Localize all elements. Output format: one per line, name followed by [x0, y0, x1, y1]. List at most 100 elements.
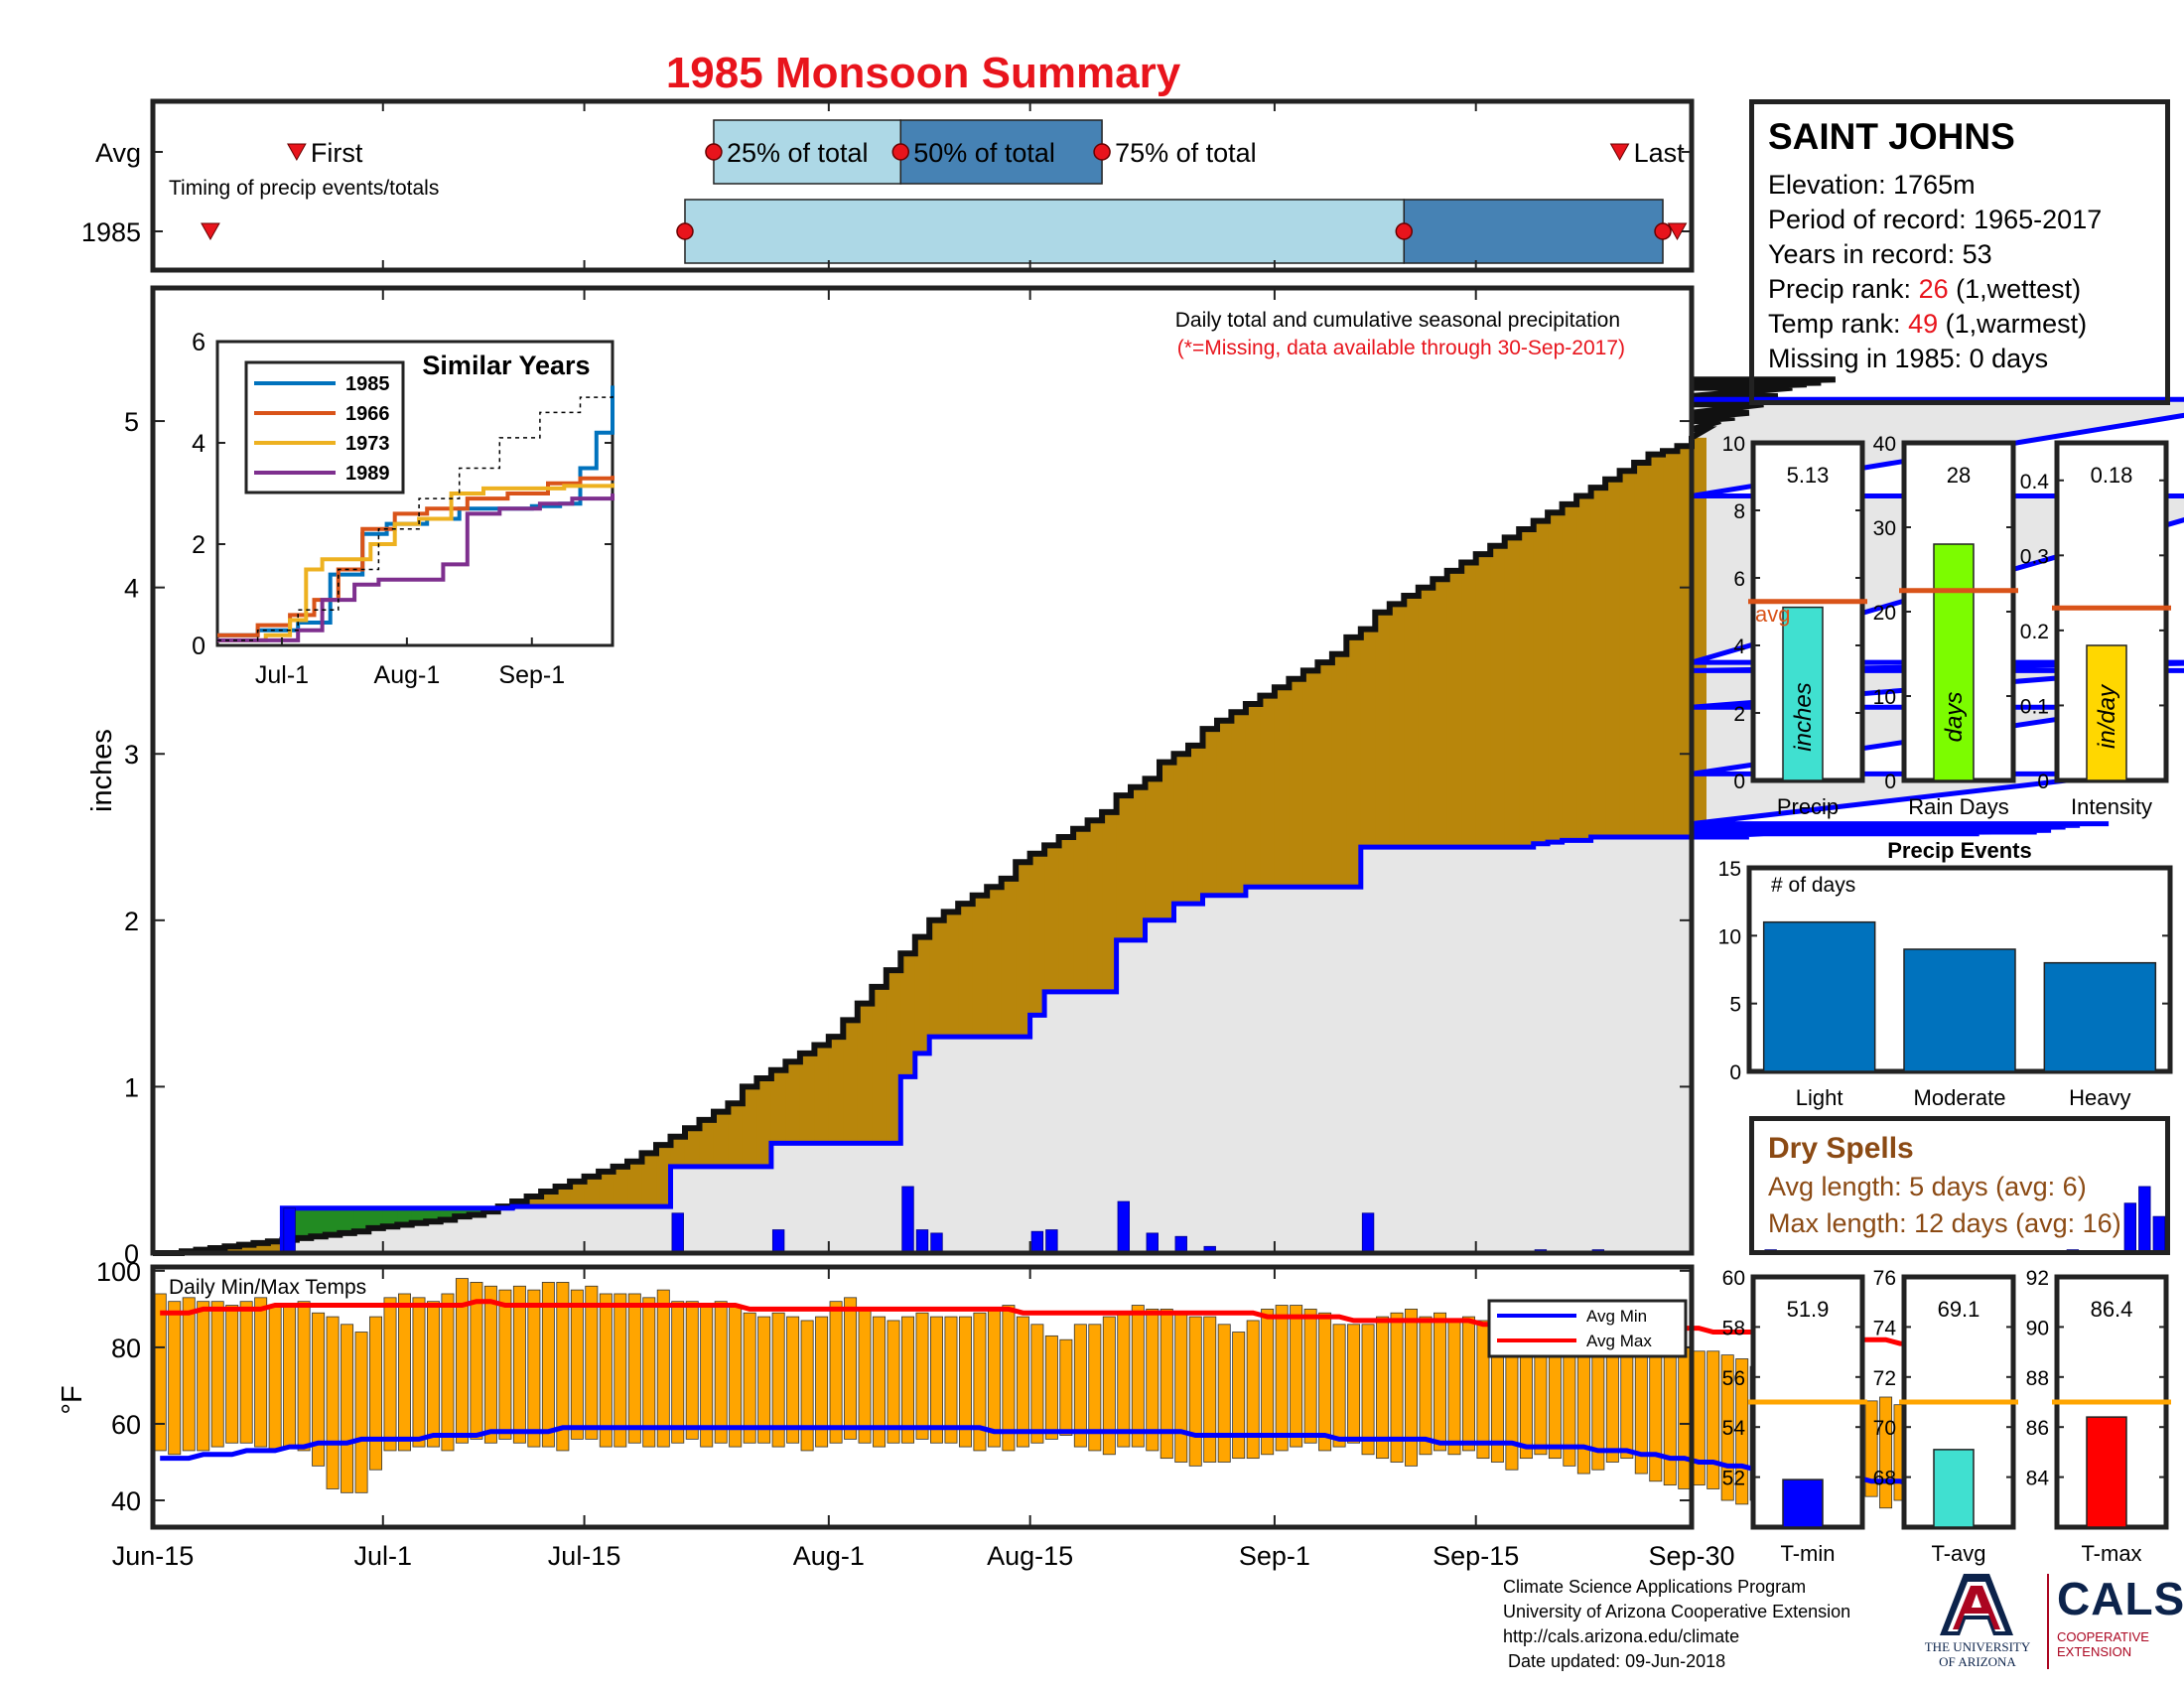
temp-range-bar — [441, 1293, 455, 1452]
inset-ytick-label: 6 — [192, 329, 205, 356]
summary-ytick-label: 88 — [2026, 1367, 2049, 1390]
temp-range-bar — [714, 1301, 728, 1444]
daily-precip-bar — [915, 1229, 929, 1254]
1985-q75-marker — [1654, 222, 1672, 240]
credits-url[interactable]: http://cals.arizona.edu/climate — [1503, 1626, 1740, 1646]
summary-ytick-label: 20 — [1873, 602, 1896, 625]
temp-range-bar — [1433, 1312, 1446, 1452]
deficit-fill — [929, 919, 945, 1038]
deficit-fill — [972, 895, 988, 1038]
deficit-fill — [224, 1246, 240, 1253]
summary-ytick-label: 10 — [1873, 686, 1896, 709]
deficit-fill — [828, 1037, 844, 1144]
temp-range-bar — [1203, 1316, 1217, 1463]
summary-bar-2 — [2086, 1416, 2127, 1528]
row-label-avg: Avg — [95, 138, 141, 168]
deficit-fill — [1245, 703, 1261, 888]
temp-range-bar — [1232, 1332, 1246, 1460]
ytick-label: 4 — [124, 574, 139, 604]
deficit-fill — [756, 1078, 772, 1167]
deficit-fill — [1605, 479, 1621, 838]
summary-ytick-label: 72 — [1873, 1367, 1896, 1390]
temp-range-bar — [1347, 1324, 1361, 1444]
label-q75: 75% of total — [1115, 138, 1257, 168]
dry-spells-title: Dry Spells — [1768, 1132, 1914, 1165]
temp-range-bar — [312, 1312, 326, 1467]
temp-range-bar — [426, 1301, 440, 1448]
temp-range-bar — [829, 1301, 843, 1444]
deficit-fill — [814, 1045, 830, 1144]
temp-range-bar — [627, 1293, 641, 1444]
summary-ytick-label: 0.2 — [2020, 621, 2049, 643]
summary-unit-2: in/day — [2094, 683, 2120, 749]
station-name: SAINT JOHNS — [1768, 116, 2015, 157]
events-bar-light — [1762, 920, 1876, 1072]
summary-xlabel-0: T-min — [1781, 1541, 1836, 1566]
temp-range-bar — [254, 1297, 268, 1448]
temp-range-bar — [283, 1305, 297, 1448]
cals-sub-line-2: EXTENSION — [2057, 1644, 2132, 1659]
xtick-label: Aug-15 — [987, 1541, 1073, 1571]
temp-range-bar — [1188, 1316, 1202, 1467]
legend-label-1973: 1973 — [345, 433, 390, 455]
elevation: Elevation: 1765m — [1768, 170, 1976, 200]
summary-xlabel-2: Intensity — [2071, 794, 2152, 819]
temp-range-bar — [1246, 1320, 1260, 1460]
temp-range-bar — [1879, 1396, 1893, 1509]
summary-ytick-label: 54 — [1722, 1417, 1746, 1440]
inset-series-1989 — [217, 493, 614, 642]
summary-ytick-label: 0.1 — [2020, 695, 2049, 718]
temp-range-bar — [1059, 1338, 1073, 1436]
summary-unit-0: inches — [1790, 682, 1817, 751]
temp-range-bar — [815, 1316, 829, 1448]
summary-ytick-label: 30 — [1873, 517, 1896, 540]
summary-bar-1 — [1933, 1449, 1975, 1528]
deficit-fill — [1160, 762, 1175, 920]
events-xlabel-light: Light — [1796, 1085, 1843, 1110]
temp-range-bar — [326, 1316, 340, 1489]
similar-years-inset: 0 2 4 6 Jul-1 Aug-1 Sep-1 Similar Years 1985 1966… — [192, 329, 614, 689]
inset-ytick-label: 0 — [192, 633, 205, 660]
xtick-label: Sep-30 — [1648, 1541, 1734, 1571]
temp-range-bar — [225, 1305, 239, 1444]
summary-value-1: 69.1 — [1938, 1297, 1980, 1322]
figure-title: 1985 Monsoon Summary — [666, 49, 1181, 97]
xtick-label: Jul-15 — [548, 1541, 621, 1571]
events-ytick-label: 0 — [1729, 1061, 1741, 1084]
credits-date: Date updated: 09-Jun-2018 — [1503, 1651, 1726, 1671]
temp-range-bar — [570, 1289, 584, 1440]
temp-range-bar — [1361, 1324, 1375, 1456]
label-first: First — [311, 138, 363, 168]
daily-precip-bar — [1174, 1235, 1187, 1254]
temp-range-bar — [599, 1293, 613, 1448]
deficit-fill — [1446, 570, 1462, 848]
deficit-fill — [1375, 612, 1391, 848]
temp-range-bar — [614, 1293, 627, 1448]
deficit-fill — [1648, 454, 1664, 838]
temp-range-bar — [1376, 1316, 1390, 1460]
events-bar-heavy — [2043, 961, 2157, 1072]
deficit-fill — [1360, 629, 1376, 848]
ua-wordmark: THE UNIVERSITY OF ARIZONA — [1916, 1639, 2039, 1669]
ua-line-1: THE UNIVERSITY — [1924, 1639, 2031, 1654]
temp-range-bar — [354, 1332, 368, 1493]
main-frame — [150, 285, 1695, 1256]
deficit-fill — [1418, 587, 1433, 848]
xtick-label: Aug-1 — [793, 1541, 865, 1571]
deficit-fill — [1576, 495, 1592, 841]
deficit-fill — [1692, 437, 1706, 838]
temp-rank-value: 49 — [1908, 309, 1939, 339]
summary-ytick-label: 74 — [1873, 1317, 1897, 1339]
deficit-fill — [1519, 529, 1535, 848]
temp-rank-suffix: (1,warmest) — [1938, 309, 2088, 339]
summary-avg-label-0: avg — [1755, 602, 1790, 627]
temp-range-bar — [168, 1301, 182, 1456]
legend-label-1989: 1989 — [345, 463, 390, 485]
events-ylabel-note: # of days — [1771, 874, 1855, 897]
summary-ytick-label: 90 — [2026, 1317, 2049, 1339]
surplus-fill — [353, 1207, 369, 1232]
summary-ytick-label: 0 — [2037, 771, 2049, 793]
1985-q50-marker — [1395, 222, 1414, 240]
temp-ytick-label: 40 — [111, 1486, 141, 1516]
temp-range-bar — [1117, 1312, 1131, 1448]
